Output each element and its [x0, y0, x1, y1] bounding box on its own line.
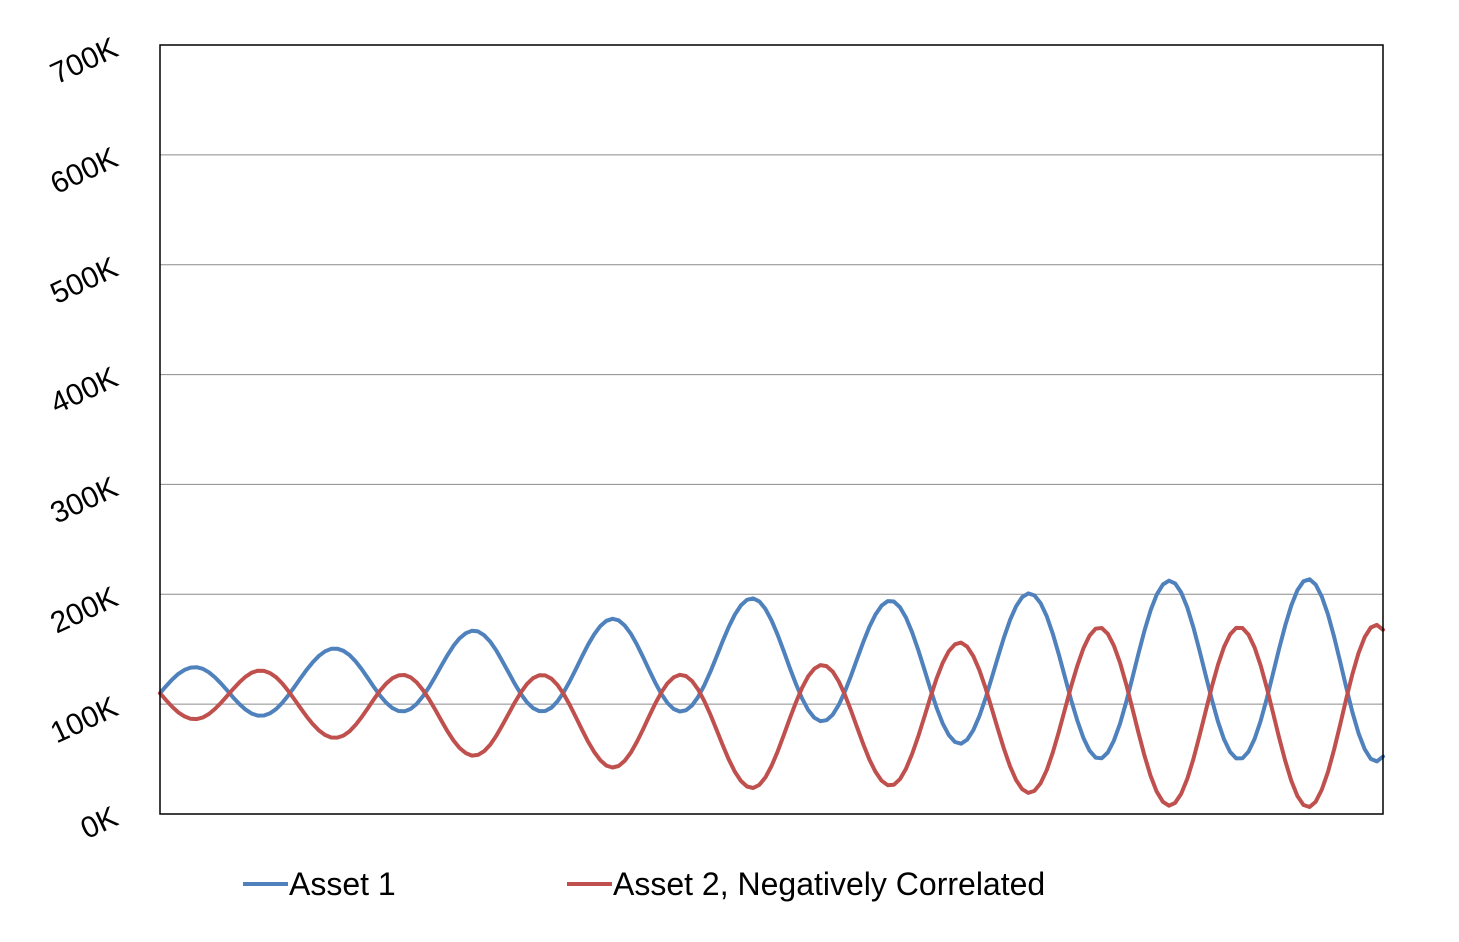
y-tick-label: 0K [76, 800, 123, 845]
gridlines [160, 154, 1383, 705]
y-tick-label: 200K [45, 581, 122, 641]
y-tick-label: 300K [45, 471, 122, 531]
series-line-2 [158, 622, 1385, 809]
y-tick-label: 600K [45, 141, 122, 201]
y-tick-label: 400K [45, 361, 122, 421]
y-tick-label: 100K [45, 691, 122, 751]
y-tick-label: 700K [45, 31, 122, 91]
legend-label: Asset 1 [289, 866, 396, 902]
legend: Asset 1 Asset 2, Negatively Correlated [243, 866, 1045, 902]
plot-area-border [159, 44, 1384, 815]
y-axis-tick-labels: 0K 100K 200K 300K 400K 500K 600K 700K [45, 31, 122, 845]
legend-item-1: Asset 1 [243, 866, 396, 902]
legend-label: Asset 2, Negatively Correlated [613, 866, 1045, 902]
legend-item-2: Asset 2, Negatively Correlated [567, 866, 1045, 902]
series-line-1 [158, 577, 1385, 764]
y-tick-label: 500K [45, 251, 122, 311]
series-lines [158, 577, 1385, 809]
